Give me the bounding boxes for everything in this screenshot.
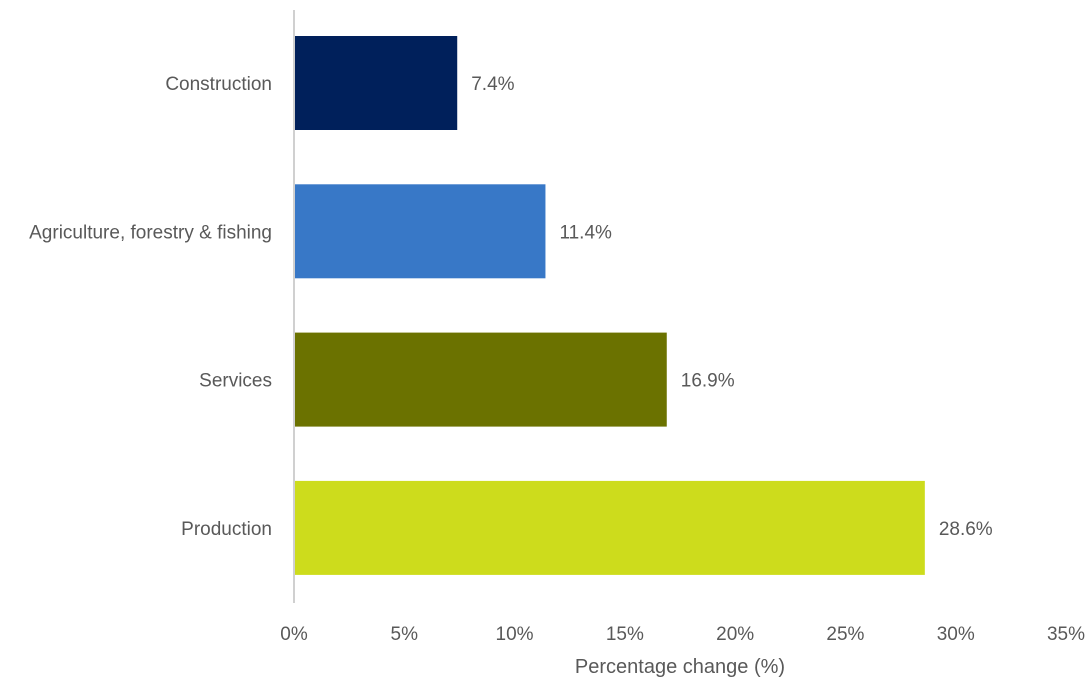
x-tick-label-3: 15% [606, 624, 644, 645]
data-label-0: 7.4% [471, 74, 514, 95]
bars-layer [295, 36, 925, 575]
x-tick-label-4: 20% [716, 624, 754, 645]
bar-1 [295, 184, 546, 279]
category-label-3: Production [181, 519, 272, 540]
x-tick-label-5: 25% [826, 624, 864, 645]
x-tick-label-6: 30% [937, 624, 975, 645]
category-label-1: Agriculture, forestry & fishing [29, 222, 272, 243]
x-axis-ticks: 0% 5% 10% 15% 20% 25% 30% 35% [280, 624, 1085, 645]
x-tick-label-7: 35% [1047, 624, 1085, 645]
x-tick-label-1: 5% [391, 624, 419, 645]
bar-2 [295, 332, 667, 427]
data-label-2: 16.9% [681, 371, 735, 392]
data-label-1: 11.4% [559, 222, 612, 243]
category-label-0: Construction [165, 74, 272, 95]
category-labels: Construction Agriculture, forestry & fish… [29, 74, 272, 540]
data-label-3: 28.6% [939, 519, 993, 540]
bar-0 [295, 36, 458, 130]
x-axis-title: Percentage change (%) [575, 656, 785, 678]
x-tick-label-0: 0% [280, 624, 308, 645]
bar-3 [295, 480, 925, 575]
category-label-2: Services [199, 371, 272, 392]
x-tick-label-2: 10% [496, 624, 534, 645]
data-labels: 7.4% 11.4% 16.9% 28.6% [471, 74, 993, 540]
